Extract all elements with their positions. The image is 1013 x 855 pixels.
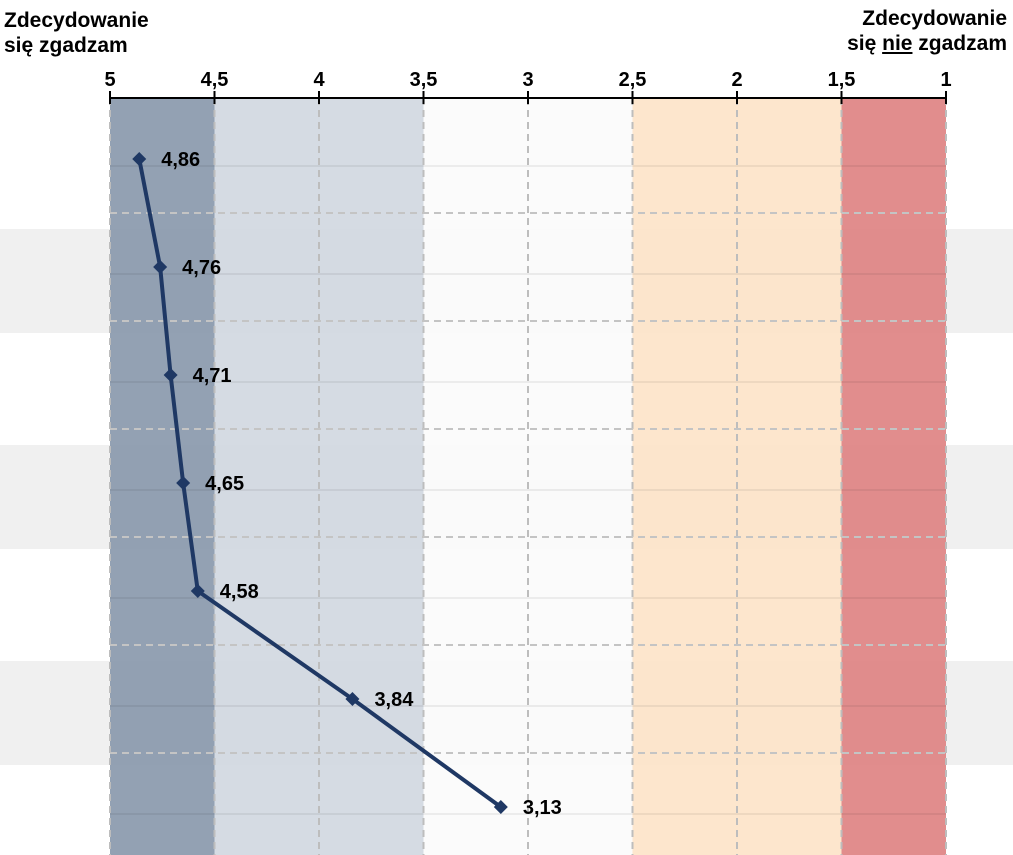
data-point-marker: [345, 692, 360, 706]
tick-label: 4: [313, 69, 325, 91]
tick-label: 3: [522, 69, 533, 91]
tick-label: 2,5: [619, 69, 647, 91]
tick-label: 1,5: [828, 69, 856, 91]
data-point-marker: [163, 368, 178, 382]
data-label: 4,71: [193, 365, 232, 387]
right-caption-emphasis: nie: [882, 32, 913, 55]
data-point-marker: [493, 800, 508, 814]
score-zone: [110, 98, 215, 855]
left-caption-line2: się zgadzam: [4, 34, 128, 57]
data-label: 3,84: [374, 689, 414, 711]
tick-label: 4,5: [201, 69, 229, 91]
tick-label: 5: [104, 69, 115, 91]
data-labels: 4,86 4,76 4,71 4,65 4,58 3,84 3,13: [161, 149, 562, 819]
data-point-marker: [153, 260, 168, 274]
data-label: 4,58: [220, 581, 259, 603]
right-axis-caption: Zdecydowanie się nie zgadzam: [847, 6, 1007, 56]
data-point-marker: [190, 584, 205, 598]
right-caption-post: zgadzam: [912, 32, 1007, 55]
data-point-marker: [132, 152, 147, 166]
data-points: [132, 152, 508, 814]
left-caption-line1: Zdecydowanie: [4, 9, 149, 32]
right-caption-line2: się nie zgadzam: [847, 31, 1007, 56]
tick-label: 2: [731, 69, 742, 91]
right-caption-pre: się: [847, 32, 883, 55]
tick-label: 1: [940, 69, 951, 91]
right-caption-line1: Zdecydowanie: [862, 7, 1007, 30]
score-zone: [841, 98, 946, 855]
top-axis: 5 4,5 4 3,5 3 2,5 2 1,5 1: [104, 69, 952, 104]
tick-label: 3,5: [410, 69, 438, 91]
data-label: 4,76: [182, 257, 221, 279]
data-label: 4,86: [161, 149, 200, 171]
left-axis-caption: Zdecydowanie się zgadzam: [4, 8, 149, 58]
grid-lines: [109, 98, 947, 855]
data-point-marker: [176, 476, 191, 490]
data-label: 4,65: [205, 473, 244, 495]
data-label: 3,13: [523, 797, 562, 819]
